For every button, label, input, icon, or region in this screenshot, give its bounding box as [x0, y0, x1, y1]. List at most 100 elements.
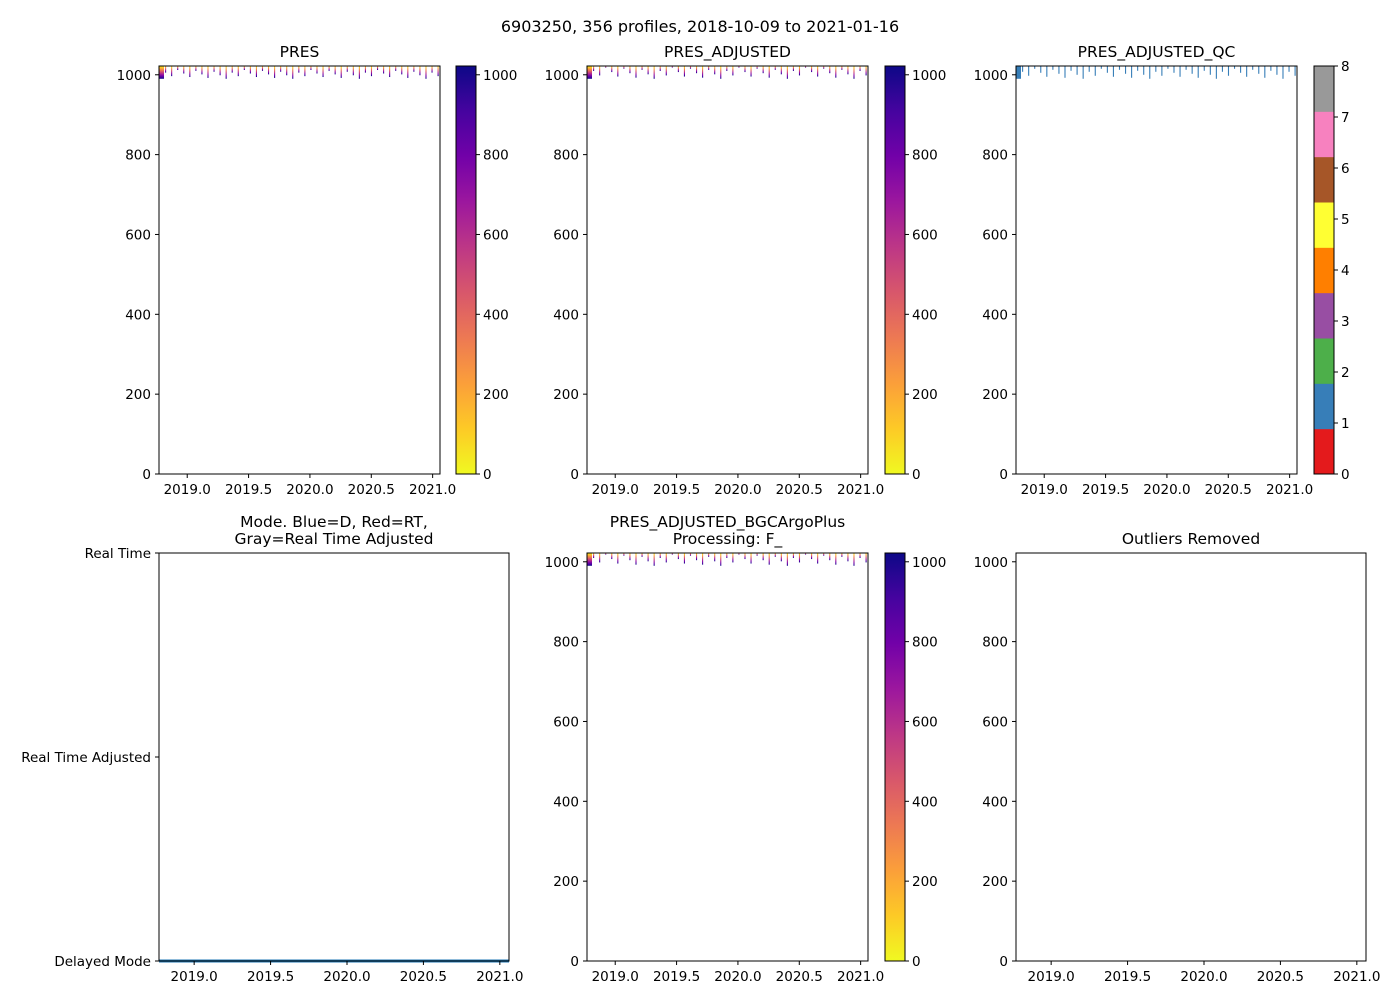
- figure-suptitle: 6903250, 356 profiles, 2018-10-09 to 202…: [501, 17, 899, 36]
- profile-bar: [201, 66, 203, 75]
- colorbar-tick-label: 6: [1341, 161, 1350, 177]
- colorbar-segment: [1314, 338, 1334, 384]
- profile-bar: [195, 66, 197, 71]
- profile-bar: [171, 66, 173, 77]
- colorbar-segment: [1314, 292, 1334, 339]
- colorbar-gradient: [885, 553, 905, 961]
- y-tick-label: 400: [553, 307, 579, 323]
- profile-bar: [183, 66, 185, 74]
- y-tick-label: 600: [553, 714, 579, 730]
- colorbar-tick-label: 600: [912, 714, 938, 730]
- profile-bar: [623, 553, 625, 556]
- profile-bar: [671, 66, 673, 68]
- axes-frame: [586, 65, 869, 475]
- y-tick-label: 800: [982, 635, 1008, 651]
- subplot-mode: Mode. Blue=D, Red=RT,Gray=Real Time Adju…: [21, 513, 523, 985]
- profile-bar: [225, 66, 227, 79]
- profile-bar: [383, 66, 385, 74]
- colorbar-tick-label: 200: [483, 387, 509, 403]
- y-tick-label: 800: [553, 635, 579, 651]
- profile-bar: [231, 66, 233, 73]
- profile-bar: [1209, 66, 1211, 75]
- profile-bar: [865, 66, 867, 76]
- axes-frame: [158, 552, 510, 962]
- subplot-pres: PRES 2019.0 2019.5 2020.0 2020.5 2021.0 0 200 40…: [117, 43, 518, 498]
- profile-bar: [823, 553, 825, 556]
- profile-bar: [261, 66, 264, 71]
- profile-bar: [853, 553, 855, 566]
- x-tick-label: 2020.5: [400, 969, 447, 985]
- profile-bar: [437, 66, 439, 77]
- profile-bar: [726, 553, 728, 558]
- x-tick-label: 2020.5: [1205, 482, 1252, 498]
- profile-bar: [1282, 66, 1284, 79]
- subplot-pres_adj: PRES_ADJUSTED 2019.0 2019.5 2020.0 2020.5 202…: [545, 43, 947, 498]
- x-tick-label: 2019.0: [1028, 969, 1075, 985]
- profile-bar: [1161, 66, 1163, 76]
- profile-bar: [1149, 66, 1151, 79]
- colorbar-tick-label: 2: [1341, 365, 1350, 381]
- y-tick-label: 800: [982, 148, 1008, 164]
- y-tick-label: 600: [553, 227, 579, 243]
- colorbar-tick-label: 800: [912, 148, 938, 164]
- profile-bar: [389, 66, 391, 78]
- colorbar-tick-label: 1: [1341, 416, 1350, 432]
- y-tick-label: 0: [999, 467, 1008, 483]
- profile-bar: [243, 66, 245, 70]
- y-tick-label: Real Time Adjusted: [21, 750, 151, 766]
- y-tick-label: 1000: [117, 68, 151, 84]
- axes-frame: [158, 65, 441, 475]
- profile-bar: [1070, 66, 1072, 71]
- profile-bar: [689, 66, 692, 69]
- profile-bar: [274, 66, 276, 78]
- x-tick-label: 2020.0: [1143, 482, 1190, 498]
- profile-bar: [1046, 66, 1048, 77]
- colorbar-tick-label: 200: [912, 874, 938, 890]
- profile-bar: [322, 66, 324, 78]
- profile-bar: [659, 66, 661, 71]
- profile-bar: [587, 553, 592, 566]
- profile-bar: [267, 66, 270, 75]
- x-tick-label: 2020.0: [714, 969, 761, 985]
- x-tick-label: 2019.5: [1082, 482, 1129, 498]
- profile-bar: [1227, 66, 1230, 76]
- profile-bar: [804, 66, 807, 68]
- profile-bar: [659, 553, 661, 558]
- profile-bar: [702, 66, 704, 78]
- profile-bar: [714, 553, 716, 562]
- profile-bar: [165, 66, 167, 73]
- profile-bar: [376, 66, 379, 70]
- profile-bar: [1143, 66, 1145, 75]
- profile-bar: [352, 66, 354, 76]
- x-tick-label: 2019.5: [653, 969, 700, 985]
- y-tick-label: Real Time: [85, 546, 151, 562]
- x-tick-label: 2019.5: [1104, 969, 1151, 985]
- profile-bar: [841, 66, 843, 70]
- profile-bar: [413, 66, 415, 72]
- y-tick-label: 400: [982, 794, 1008, 810]
- y-tick-label: 600: [982, 227, 1008, 243]
- profile-bar: [665, 553, 667, 563]
- profile-bar: [635, 553, 637, 565]
- subplot-title: PRES_ADJUSTED_BGCArgoPlus: [610, 513, 846, 532]
- profile-bar: [1022, 66, 1024, 72]
- profile-bar: [1028, 66, 1030, 76]
- profile-bar: [738, 66, 740, 68]
- profile-bar: [1094, 66, 1096, 76]
- profile-bar: [213, 66, 215, 72]
- profile-bar: [1167, 66, 1169, 69]
- colorbar-tick-label: 800: [912, 635, 938, 651]
- profile-bar: [671, 553, 673, 555]
- profile-bar: [786, 66, 788, 79]
- x-tick-label: 2020.0: [714, 482, 761, 498]
- profile-bar: [1118, 66, 1121, 70]
- profile-bar: [683, 66, 685, 77]
- colorbar-tick-label: 400: [912, 307, 938, 323]
- y-tick-label: 200: [553, 874, 579, 890]
- subplot-pres_adj_qc: PRES_ADJUSTED_QC 2019.0 2019.5 2020.0 2020.5…: [974, 43, 1350, 498]
- profile-bar: [599, 66, 601, 76]
- profile-bar: [587, 66, 592, 79]
- x-tick-label: 2020.0: [323, 969, 370, 985]
